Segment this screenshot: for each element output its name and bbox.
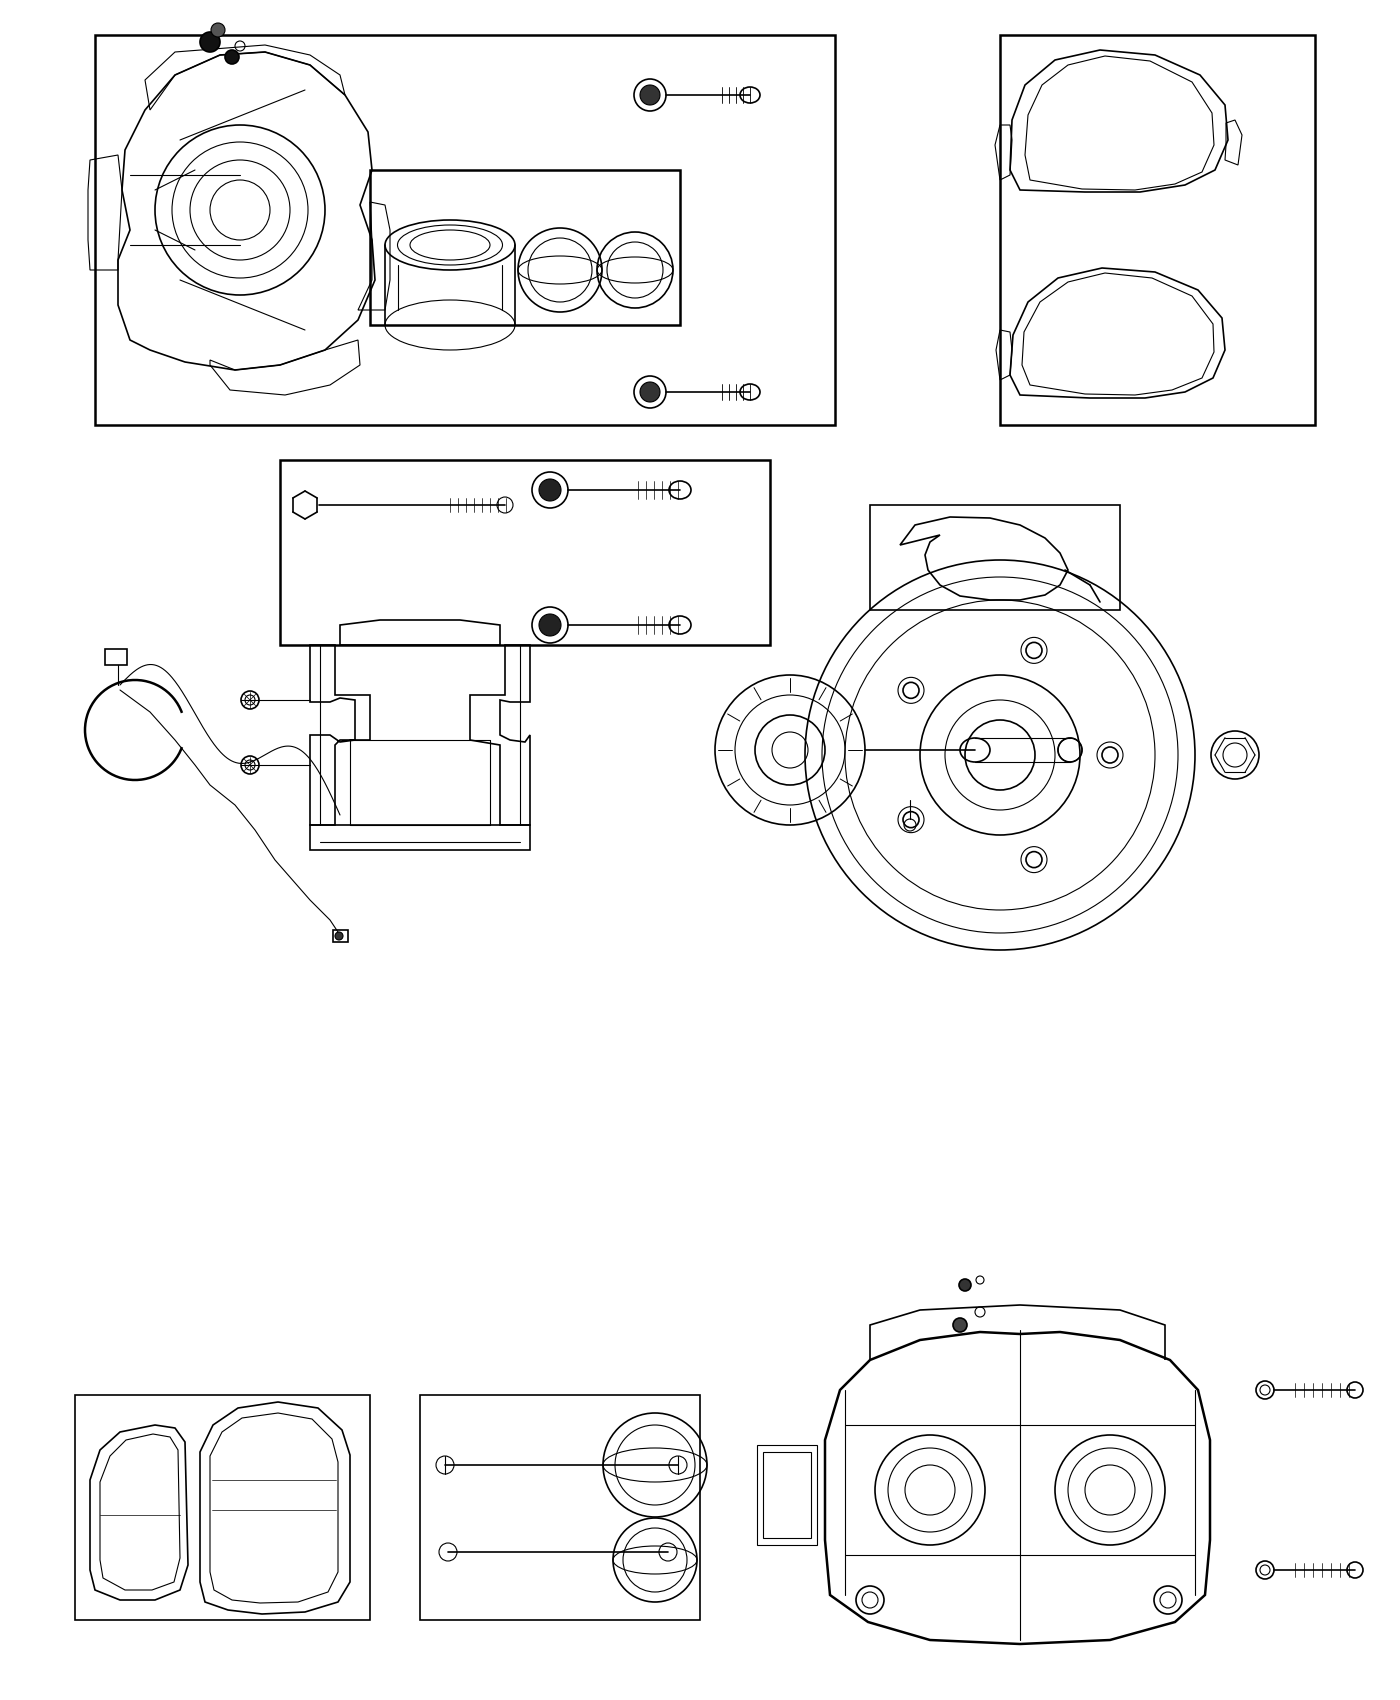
Circle shape	[640, 85, 659, 105]
Bar	[869, 505, 1120, 610]
Circle shape	[539, 479, 561, 502]
Bar	[763, 1452, 811, 1538]
Bar	[76, 1396, 370, 1620]
Circle shape	[640, 382, 659, 401]
Circle shape	[953, 1318, 967, 1333]
Circle shape	[211, 24, 225, 37]
Circle shape	[959, 1278, 972, 1290]
Circle shape	[335, 932, 343, 940]
Circle shape	[200, 32, 220, 53]
Bar	[105, 649, 127, 665]
Bar	[757, 1445, 818, 1545]
Circle shape	[539, 614, 561, 636]
Bar	[95, 36, 834, 425]
Bar	[1000, 36, 1315, 425]
Circle shape	[225, 49, 239, 65]
Bar	[420, 1396, 700, 1620]
Bar	[333, 930, 349, 942]
Bar	[280, 461, 770, 644]
Bar	[370, 170, 680, 325]
